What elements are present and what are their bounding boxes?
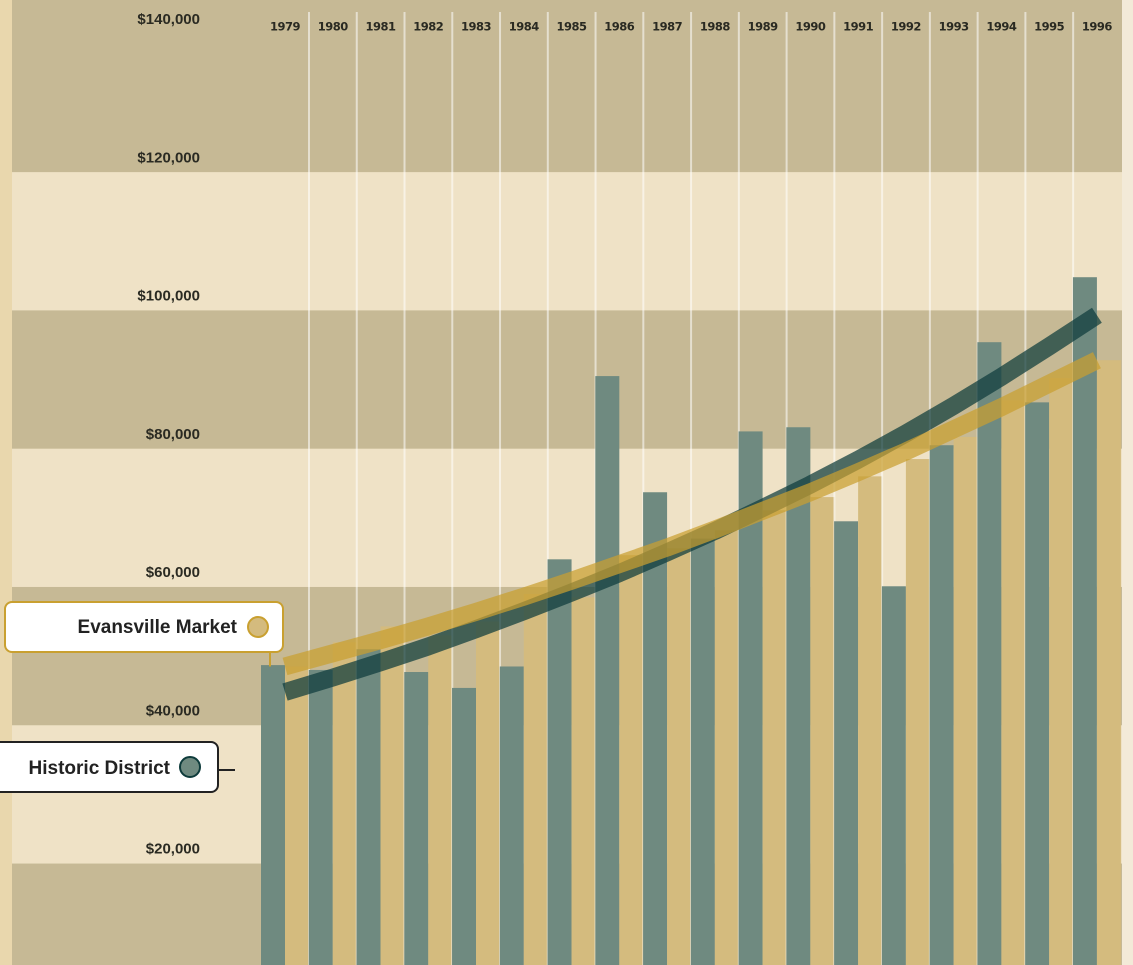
bar (1001, 400, 1026, 965)
bar (547, 559, 572, 965)
bar (261, 665, 285, 965)
x-tick-label: 1988 (700, 20, 731, 34)
bar (476, 621, 501, 965)
y-tick-label: $60,000 (146, 564, 200, 581)
legend: Evansville Market Historic District (0, 601, 284, 793)
stripe (12, 172, 1122, 311)
legend-box (4, 601, 284, 653)
x-tick-label: 1990 (795, 20, 826, 34)
x-tick-label: 1995 (1034, 20, 1065, 34)
bar (762, 510, 787, 965)
x-tick-label: 1985 (557, 20, 588, 34)
trend-band (282, 352, 1101, 676)
legend-box (0, 741, 219, 793)
bar (834, 521, 859, 965)
bar (523, 593, 548, 965)
labels: $20,000 $40,000 $60,000 $80,000 $100,000 $120… (137, 11, 1112, 858)
x-tick-label: 1993 (939, 20, 970, 34)
bar (858, 476, 883, 965)
y-tick-label: $140,000 (137, 11, 200, 28)
bar (690, 538, 715, 965)
bar (1049, 378, 1074, 965)
x-tick-label: 1979 (270, 20, 301, 34)
x-tick-label: 1982 (413, 20, 443, 34)
legend-label: Evansville Market (78, 617, 238, 638)
left-strip (0, 0, 12, 965)
bar (810, 497, 835, 965)
trends (282, 307, 1102, 701)
bar (404, 672, 429, 965)
bar (571, 597, 596, 965)
bar (428, 635, 453, 965)
y-tick-label: $120,000 (137, 149, 200, 166)
bar (881, 586, 906, 965)
bar (332, 642, 357, 965)
bar (667, 548, 692, 965)
bar (452, 687, 477, 965)
y-tick-label: $80,000 (146, 426, 200, 443)
bar (929, 445, 954, 965)
bar (595, 376, 620, 965)
bar (1096, 360, 1121, 965)
x-tick-label: 1986 (604, 20, 635, 34)
bar (1072, 277, 1097, 965)
bar (977, 342, 1002, 965)
x-tick-label: 1989 (748, 20, 779, 34)
x-tick-label: 1980 (318, 20, 349, 34)
bar (619, 555, 644, 965)
x-tick-label: 1984 (509, 20, 540, 34)
bar (905, 459, 930, 965)
bar (380, 626, 405, 965)
bar (308, 669, 333, 965)
x-tick-label: 1991 (843, 20, 874, 34)
y-tick-label: $20,000 (146, 841, 200, 858)
legend-label: Historic District (29, 758, 171, 779)
x-tick-label: 1992 (891, 20, 921, 34)
bar (953, 436, 978, 965)
x-tick-label: 1983 (461, 20, 492, 34)
y-tick-label: $40,000 (146, 702, 200, 719)
legend-swatch (247, 616, 269, 638)
x-tick-label: 1994 (986, 20, 1017, 34)
bar (1025, 402, 1050, 965)
x-tick-label: 1996 (1082, 20, 1113, 34)
bar (786, 427, 811, 965)
bar (356, 649, 381, 965)
bar (714, 530, 739, 965)
legend-swatch (179, 756, 201, 778)
bar (285, 666, 309, 965)
bars (261, 12, 1121, 965)
x-tick-label: 1981 (366, 20, 397, 34)
bar (499, 666, 524, 965)
x-tick-label: 1987 (652, 20, 683, 34)
bar (643, 492, 668, 965)
y-tick-label: $100,000 (137, 288, 200, 305)
